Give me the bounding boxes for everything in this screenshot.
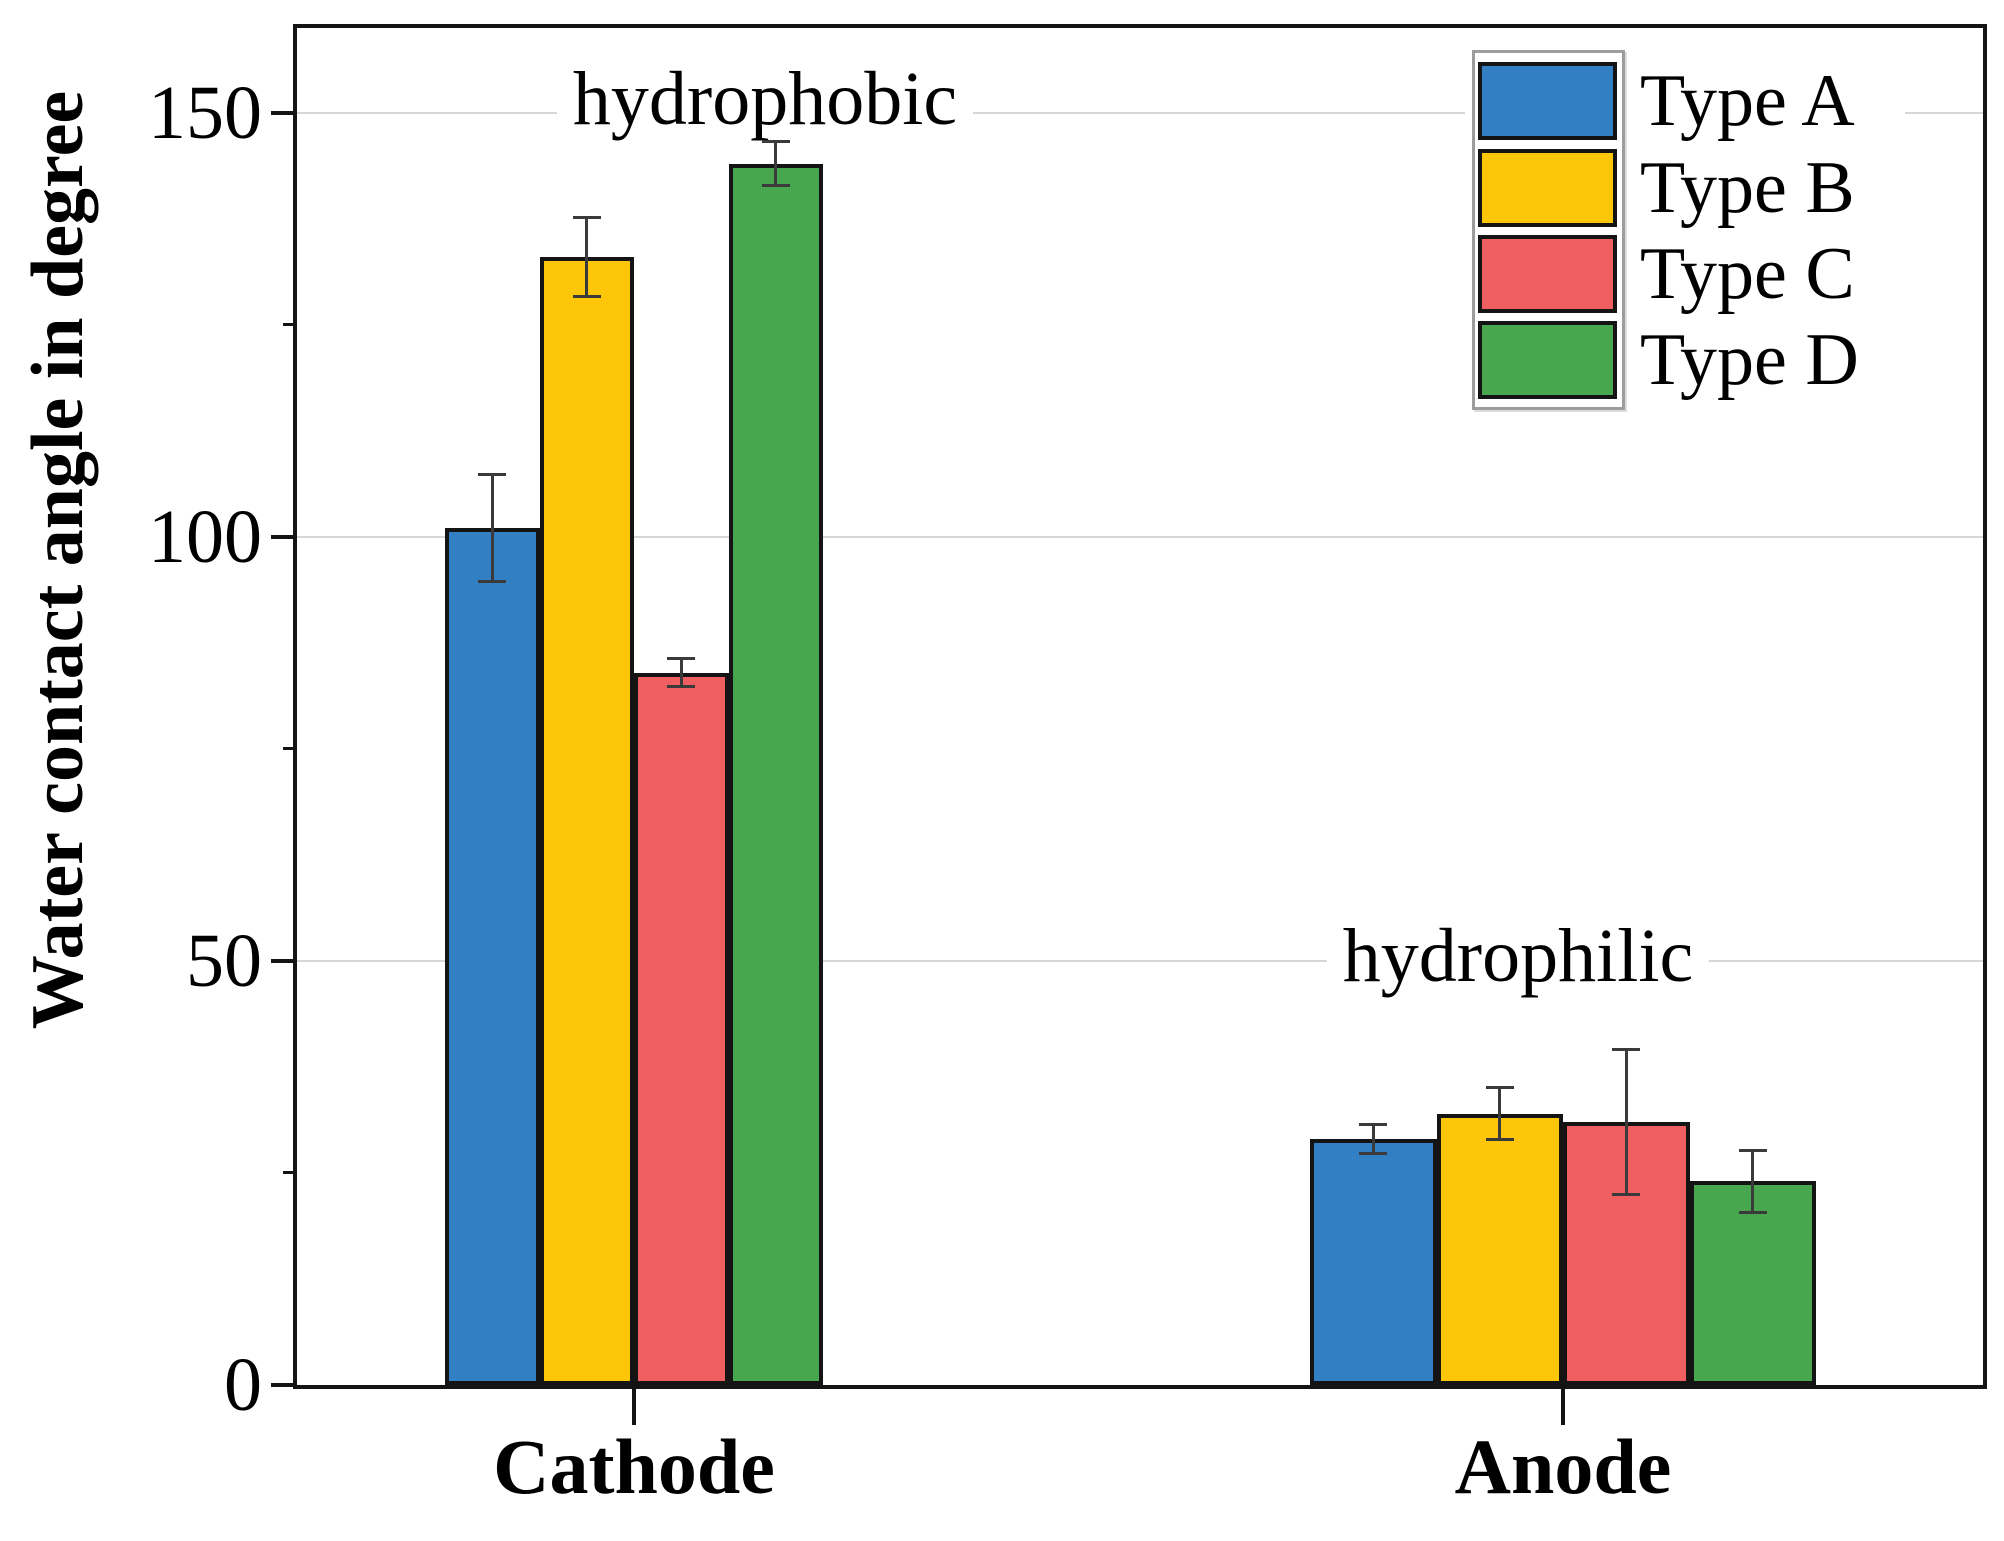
gridline-y-50 bbox=[297, 959, 1983, 962]
legend-swatch-type-d bbox=[1478, 321, 1617, 399]
category-label-cathode: Cathode bbox=[493, 1423, 775, 1510]
y-tick-label-0: 0 bbox=[224, 1343, 262, 1427]
error-bar-type-a-cathode bbox=[490, 474, 494, 582]
bar-type-c-cathode bbox=[634, 672, 729, 1385]
error-bar-type-a-anode bbox=[1371, 1124, 1375, 1154]
legend-swatch-type-b bbox=[1478, 149, 1617, 227]
error-cap-bottom-type-a-anode bbox=[1359, 1151, 1388, 1155]
legend: Type A Type B Type C Type D bbox=[1465, 45, 1905, 415]
gridline-y-150 bbox=[297, 111, 1983, 114]
error-cap-top-type-a-cathode bbox=[478, 473, 507, 477]
legend-label-type-a: Type A bbox=[1640, 60, 1855, 142]
bar-type-a-cathode bbox=[445, 528, 540, 1385]
legend-swatch-type-c bbox=[1478, 235, 1617, 313]
annotation-hydrophilic: hydrophilic bbox=[1326, 913, 1710, 1001]
legend-label-type-c: Type C bbox=[1640, 233, 1855, 315]
error-cap-top-type-c-cathode bbox=[667, 656, 696, 660]
y-tick-100 bbox=[271, 534, 297, 539]
bar-type-d-cathode bbox=[728, 163, 823, 1385]
category-label-anode: Anode bbox=[1454, 1423, 1672, 1510]
error-cap-top-type-a-anode bbox=[1359, 1123, 1388, 1127]
x-tick-cathode bbox=[632, 1387, 636, 1425]
legend-swatch-type-a bbox=[1478, 62, 1617, 140]
error-cap-top-type-d-anode bbox=[1738, 1148, 1767, 1152]
error-cap-bottom-type-c-anode bbox=[1612, 1192, 1641, 1196]
x-tick-anode bbox=[1561, 1387, 1565, 1425]
error-bar-type-d-anode bbox=[1751, 1150, 1755, 1213]
error-cap-top-type-c-anode bbox=[1612, 1048, 1641, 1052]
y-tick-label-50: 50 bbox=[186, 918, 262, 1003]
error-bar-type-d-cathode bbox=[774, 141, 778, 186]
error-cap-bottom-type-a-cathode bbox=[478, 580, 507, 584]
y-tick-0 bbox=[271, 1383, 297, 1387]
gridline-y-100 bbox=[297, 535, 1983, 538]
legend-label-type-d: Type D bbox=[1640, 319, 1859, 401]
error-cap-top-type-b-anode bbox=[1485, 1085, 1514, 1089]
error-bar-type-c-cathode bbox=[679, 658, 683, 687]
error-cap-bottom-type-c-cathode bbox=[667, 685, 696, 689]
y-tick-label-100: 100 bbox=[148, 494, 262, 579]
annotation-hydrophobic: hydrophobic bbox=[556, 56, 974, 144]
error-bar-type-b-cathode bbox=[585, 217, 589, 296]
y-minor-tick-125 bbox=[283, 323, 297, 327]
legend-frame bbox=[1472, 50, 1625, 410]
y-minor-tick-25 bbox=[283, 1171, 297, 1175]
error-cap-bottom-type-b-anode bbox=[1485, 1138, 1514, 1142]
error-bar-type-b-anode bbox=[1498, 1087, 1502, 1140]
error-cap-top-type-b-cathode bbox=[572, 216, 601, 220]
y-minor-tick-75 bbox=[283, 747, 297, 751]
error-cap-bottom-type-d-cathode bbox=[761, 184, 790, 188]
error-cap-top-type-d-cathode bbox=[761, 140, 790, 144]
y-tick-150 bbox=[271, 110, 297, 115]
error-cap-bottom-type-b-cathode bbox=[572, 294, 601, 298]
bar-type-a-anode bbox=[1310, 1139, 1437, 1385]
error-cap-bottom-type-d-anode bbox=[1738, 1211, 1767, 1215]
bar-type-b-anode bbox=[1436, 1113, 1563, 1385]
error-bar-type-c-anode bbox=[1624, 1049, 1628, 1195]
y-tick-label-150: 150 bbox=[148, 70, 262, 155]
y-tick-50 bbox=[271, 958, 297, 963]
bar-type-b-cathode bbox=[539, 256, 634, 1385]
legend-label-type-b: Type B bbox=[1640, 147, 1855, 229]
